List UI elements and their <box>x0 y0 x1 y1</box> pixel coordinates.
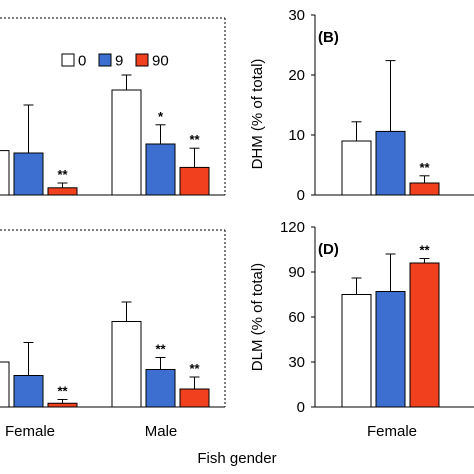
category-label-d-female: Female <box>367 423 417 440</box>
legend-swatch-0 <box>61 53 75 67</box>
category-label-female: Female <box>5 423 55 440</box>
legend-label-0: 0 <box>78 53 86 70</box>
bar--c--male-0 <box>111 321 142 408</box>
bar--c--female-9 <box>13 375 44 408</box>
bar--a--male-9 <box>145 143 176 196</box>
bar--c--male-90 <box>179 388 210 408</box>
panel-d-categories: Female <box>367 423 417 440</box>
bar--c--male-9 <box>145 369 176 408</box>
bar--d--female-0 <box>341 294 372 408</box>
ytick-label--b--30: 30 <box>288 7 305 24</box>
panel-a: ***** <box>0 17 226 196</box>
ytick-label--d--90: 90 <box>288 264 305 281</box>
panel-d: (D) DLM (% of total) 0 30 60 90 120 ** Femal… <box>249 219 474 440</box>
significance--d--female-90: ** <box>419 243 430 258</box>
significance--c--male-9: ** <box>155 342 166 357</box>
panel-a-bars: ***** <box>0 74 210 196</box>
ytick-label--b--20: 20 <box>288 67 305 84</box>
bar--b--female-9 <box>375 130 406 196</box>
ytick-label--d--0: 0 <box>297 399 305 416</box>
panel-b-bars: ** <box>341 60 440 196</box>
panel-b-ylabel: DHM (% of total) <box>249 59 266 170</box>
panel-c-bars: ** ** ** <box>0 301 210 408</box>
significance--a--male-9: * <box>158 109 164 124</box>
panel-d-yticks: 0 30 60 90 120 <box>280 219 315 416</box>
legend-label-9: 9 <box>115 53 123 70</box>
panel-b: (B) DHM (% of total) 0 10 20 30 ** <box>249 7 474 204</box>
bar--a--female-9 <box>13 152 44 196</box>
panel-b-yticks: 0 10 20 30 <box>288 7 315 204</box>
panel-b-label: (B) <box>318 29 339 46</box>
ytick-label--b--10: 10 <box>288 127 305 144</box>
panel-d-bars: ** <box>341 243 440 408</box>
panel-c-categories: Female Male <box>5 423 177 440</box>
legend-swatch-9 <box>98 53 112 67</box>
panel-c: ** ** ** Female Male <box>0 229 226 440</box>
x-axis-title: Fish gender <box>197 450 276 467</box>
ytick-label--d--120: 120 <box>280 219 305 236</box>
category-label-male: Male <box>145 423 178 440</box>
bar--a--female-90 <box>47 187 78 196</box>
bar--a--male-0 <box>111 89 142 196</box>
panel-d-ylabel: DLM (% of total) <box>249 263 266 371</box>
legend-swatch-90 <box>135 53 149 67</box>
bar--c--female-90 <box>47 402 78 408</box>
ytick-label--b--0: 0 <box>297 187 305 204</box>
significance--b--female-90: ** <box>419 160 430 175</box>
bar--b--female-90 <box>409 182 440 196</box>
ytick-label--d--30: 30 <box>288 354 305 371</box>
significance--a--male-90: ** <box>189 132 200 147</box>
bar--c--female-0 <box>0 361 10 408</box>
ytick-label--d--60: 60 <box>288 309 305 326</box>
bar--d--female-90 <box>409 262 440 408</box>
legend: 0 9 90 <box>61 53 169 70</box>
bar--a--female-0 <box>0 150 10 196</box>
bar--b--female-0 <box>341 140 372 196</box>
legend-label-90: 90 <box>152 53 169 70</box>
significance--c--male-90: ** <box>189 361 200 376</box>
bar--a--male-90 <box>179 166 210 196</box>
significance--c--female-90: ** <box>57 384 68 399</box>
bar--d--female-9 <box>375 291 406 408</box>
significance--a--female-90: ** <box>57 167 68 182</box>
panel-d-label: (D) <box>318 241 339 258</box>
